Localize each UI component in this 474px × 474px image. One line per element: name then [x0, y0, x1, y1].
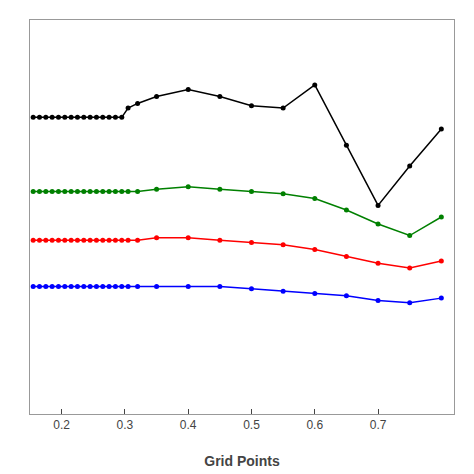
svg-text:0.3: 0.3 — [117, 418, 134, 432]
svg-text:0.7: 0.7 — [370, 418, 387, 432]
svg-text:0.6: 0.6 — [306, 418, 323, 432]
svg-text:0.5: 0.5 — [243, 418, 260, 432]
svg-text:0.2: 0.2 — [53, 418, 70, 432]
svg-text:0.4: 0.4 — [180, 418, 197, 432]
svg-text:Grid Points: Grid Points — [204, 453, 280, 469]
